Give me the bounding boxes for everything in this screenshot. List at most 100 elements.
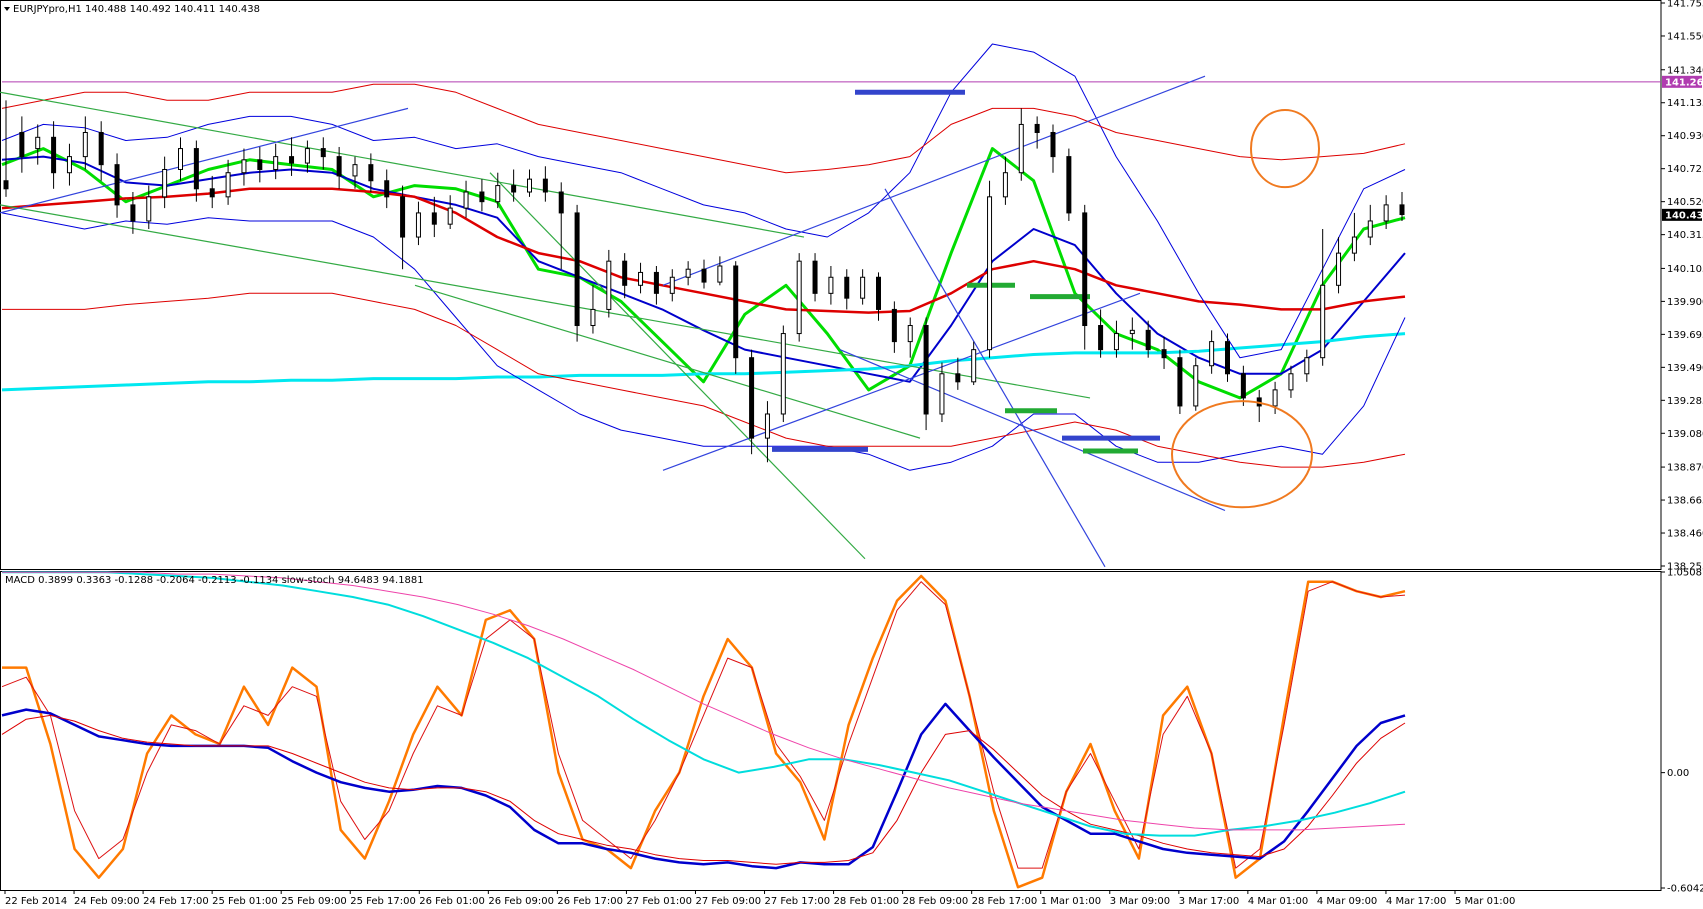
candle-body (273, 156, 279, 170)
oscillator-tick-label: 1.0508 (1667, 568, 1702, 579)
candle-body (1336, 252, 1342, 286)
candle-body (1240, 373, 1246, 399)
candle-body (66, 156, 72, 174)
time-tick-label: 25 Feb 17:00 (350, 896, 416, 907)
price-series-line (1, 147, 1406, 400)
candle-body (289, 156, 295, 164)
candle-body (987, 196, 993, 351)
candle-body (923, 325, 929, 415)
candle-body (1209, 341, 1215, 367)
candle-body (1399, 204, 1405, 216)
candle-body (1113, 333, 1119, 351)
candle-body (146, 196, 152, 222)
oscillator-series-line (1, 714, 1406, 865)
candle-body (780, 333, 786, 415)
current-price-label: 140.438 (1665, 210, 1703, 221)
candle-body (955, 373, 961, 383)
candle-body (400, 196, 406, 238)
trendline (0, 91, 805, 238)
candle-body (1002, 172, 1008, 198)
time-tick-label: 4 Mar 17:00 (1386, 896, 1446, 907)
price-indicators (1, 43, 1406, 471)
candle-body (51, 136, 57, 174)
price-tick-label: 141.755 (1667, 0, 1703, 10)
time-tick-label: 1 Mar 01:00 (1041, 896, 1101, 907)
trendline (414, 284, 921, 439)
candle-body (717, 265, 723, 283)
time-tick-label: 3 Mar 09:00 (1110, 896, 1170, 907)
candle-body (1161, 349, 1167, 359)
candle-body (590, 308, 596, 327)
candle-body (35, 136, 41, 150)
candle-body (130, 204, 136, 222)
price-tick-label: 139.695 (1667, 330, 1703, 341)
candle-body (114, 164, 120, 206)
candle-body (1066, 156, 1072, 214)
candle-body (431, 212, 437, 225)
candle-body (511, 185, 517, 193)
candle-body (701, 268, 707, 283)
price-panel-frame (0, 0, 1662, 570)
price-tick-label: 138.460 (1667, 529, 1703, 540)
candle-body (479, 191, 485, 203)
price-series-line (1, 43, 1406, 359)
time-tick-label: 4 Mar 09:00 (1317, 896, 1377, 907)
time-tick-label: 25 Feb 09:00 (281, 896, 347, 907)
price-tick-label: 138.665 (1667, 496, 1703, 507)
oscillator-panel-header: MACD 0.3899 0.3363 -0.1288 -0.2064 -0.21… (5, 575, 424, 586)
price-tick-label: 139.080 (1667, 429, 1703, 440)
candle-body (447, 207, 453, 225)
candle-body (812, 260, 818, 294)
candle-body (1082, 212, 1088, 327)
trendlines (0, 75, 1226, 568)
time-tick-label: 5 Mar 01:00 (1455, 896, 1515, 907)
price-y-axis: 141.755 141.550 141.340 141.135 140.930 140.7… (1661, 0, 1703, 573)
price-tick-label: 140.315 (1667, 230, 1703, 241)
price-series-line (1, 332, 1406, 392)
level-markers (772, 89, 1160, 454)
price-tick-label: 138.870 (1667, 463, 1703, 474)
candle-body (1272, 389, 1278, 407)
trendline (0, 107, 409, 214)
oscillator-indicators (1, 571, 1406, 889)
time-tick-label: 24 Feb 09:00 (74, 896, 140, 907)
trendline (884, 188, 1106, 568)
time-tick-label: 26 Feb 17:00 (557, 896, 623, 907)
candle-body (336, 156, 342, 177)
time-tick-label: 25 Feb 01:00 (212, 896, 278, 907)
candle-body (844, 276, 850, 299)
candle-body (749, 357, 755, 439)
candle-body (304, 148, 310, 164)
oscillator-series-line (1, 702, 1406, 870)
price-tick-label: 139.490 (1667, 363, 1703, 374)
price-series-line (2, 292, 1406, 468)
price-tick-label: 140.520 (1667, 197, 1703, 208)
trendline (662, 75, 1206, 286)
candle-body (1145, 329, 1151, 351)
candle-body (971, 349, 977, 383)
candle-body (1193, 365, 1199, 407)
candle-body (1225, 341, 1230, 375)
candle-body (574, 212, 580, 327)
trendline (489, 172, 866, 560)
oscillator-series-line (1, 581, 1406, 869)
price-level-label: 141.265 (1665, 77, 1703, 88)
candle-body (495, 185, 501, 203)
candle-body (558, 191, 564, 214)
trendline (662, 292, 1141, 471)
oscillator-series-line (2, 571, 1406, 831)
candle-body (1367, 220, 1373, 238)
price-series-line (1, 155, 1406, 383)
candle-body (368, 164, 374, 182)
time-tick-label: 26 Feb 01:00 (419, 896, 485, 907)
price-level-tag (1662, 75, 1702, 88)
candle-body (1304, 357, 1310, 375)
candle-body (764, 413, 770, 439)
candle-body (257, 159, 263, 170)
candle-body (1351, 236, 1357, 254)
candle-body (606, 260, 612, 310)
price-tick-label: 141.340 (1667, 65, 1703, 76)
candle-body (669, 276, 675, 294)
price-tick-label: 141.550 (1667, 31, 1703, 42)
